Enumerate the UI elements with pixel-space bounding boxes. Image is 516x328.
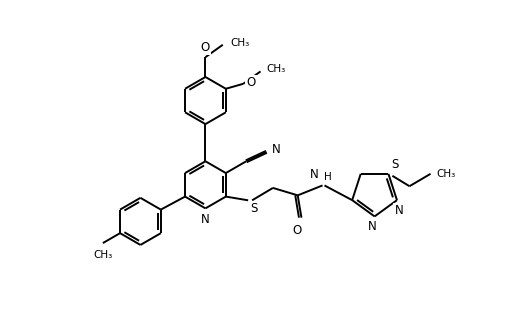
Text: S: S [392, 158, 399, 171]
Text: CH₃: CH₃ [93, 250, 112, 260]
Text: N: N [201, 213, 210, 226]
Text: N: N [368, 220, 377, 234]
Text: N: N [310, 169, 318, 181]
Text: CH₃: CH₃ [231, 38, 250, 48]
Text: N: N [271, 143, 280, 156]
Text: S: S [250, 202, 257, 215]
Text: O: O [293, 224, 302, 236]
Text: N: N [395, 204, 404, 217]
Text: CH₃: CH₃ [266, 64, 286, 74]
Text: O: O [201, 41, 210, 54]
Text: O: O [246, 76, 255, 89]
Text: CH₃: CH₃ [437, 169, 456, 179]
Text: H: H [324, 173, 331, 182]
